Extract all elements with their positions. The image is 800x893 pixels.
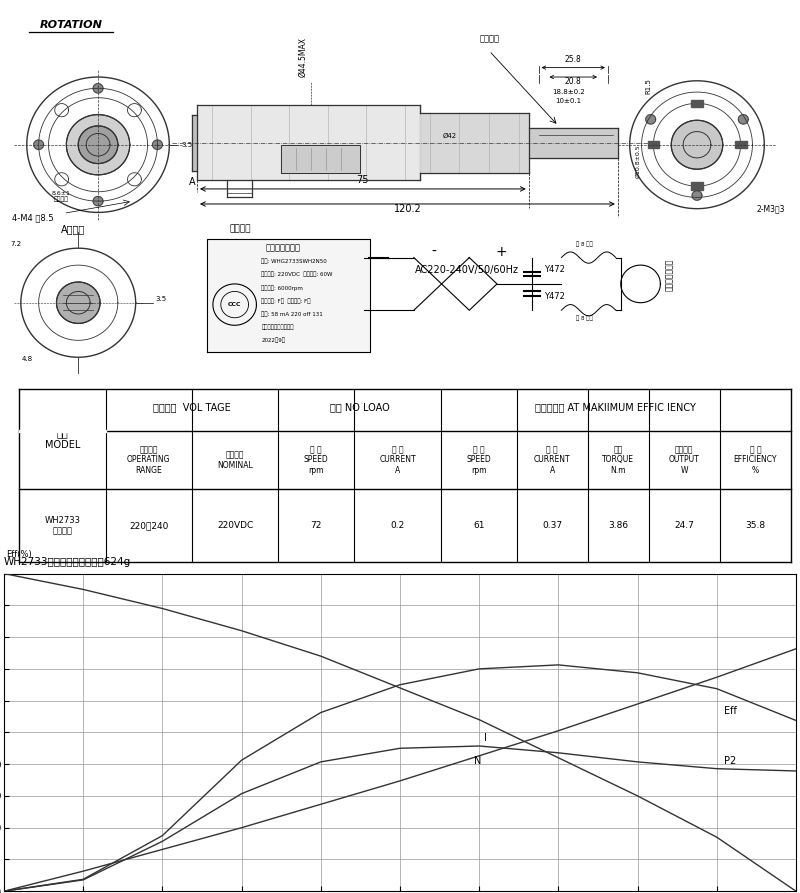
Text: 额定电压
NOMINAL: 额定电压 NOMINAL [217,450,253,470]
Polygon shape [93,84,103,93]
Text: Ø42: Ø42 [442,133,457,139]
Polygon shape [153,140,162,149]
Text: 电压范围
OPERATING
RANGE: 电压范围 OPERATING RANGE [127,445,170,475]
Text: Ø10.8±0.5: Ø10.8±0.5 [636,145,641,179]
Text: WH2733
行星减速: WH2733 行星减速 [44,516,80,536]
Polygon shape [207,238,370,352]
Text: 含油轴承: 含油轴承 [479,34,499,43]
Text: I: I [484,733,487,743]
Text: 工厂: 58 mA 220 off 131: 工厂: 58 mA 220 off 131 [262,312,323,317]
Text: 2-M3深3: 2-M3深3 [757,204,785,213]
Text: 绝缘等级: F级  绝缘性能: F级: 绝缘等级: F级 绝缘性能: F级 [262,298,311,304]
Text: 35.8: 35.8 [746,522,766,530]
Text: 天津通电机电有限公司: 天津通电机电有限公司 [262,324,294,330]
Text: 7.2: 7.2 [10,241,21,247]
Text: 效 率
EFFICIENCY
%: 效 率 EFFICIENCY % [734,445,777,475]
Polygon shape [282,145,360,173]
Text: +: + [495,245,506,259]
Text: P2: P2 [724,756,737,766]
Text: Ø44.5MAX: Ø44.5MAX [298,37,307,77]
Text: 电 流
CURRENT
A: 电 流 CURRENT A [379,445,416,475]
Text: 3.5: 3.5 [155,296,166,302]
Text: A向视图: A向视图 [61,224,86,234]
Text: 额定电压: 220VDC  额定功率: 60W: 额定电压: 220VDC 额定功率: 60W [262,271,333,278]
Text: 10±0.1: 10±0.1 [555,98,582,104]
Text: 转 速
SPEED
rpm: 转 速 SPEED rpm [466,445,491,475]
Text: 配置内容: 配置内容 [230,224,251,233]
Text: 120.2: 120.2 [394,204,422,214]
Text: 额定转速: 6000rpm: 额定转速: 6000rpm [262,285,303,290]
Text: 级 8 电阻: 级 8 电阻 [576,315,593,321]
Text: 电 流
CURRENT
A: 电 流 CURRENT A [534,445,570,475]
Polygon shape [93,196,103,206]
Text: Y472: Y472 [543,292,565,301]
Polygon shape [19,430,106,432]
Polygon shape [647,141,659,148]
Text: 4-M4 深8.5: 4-M4 深8.5 [12,213,54,222]
Polygon shape [691,100,703,107]
Text: -: - [431,245,436,259]
Text: 级 8 电阻: 级 8 电阻 [576,242,593,247]
Text: Eff(%): Eff(%) [6,550,32,559]
Text: 8.6±1
正确朝向: 8.6±1 正确朝向 [52,190,71,202]
Text: 25.8: 25.8 [565,55,582,64]
Text: 20.8: 20.8 [565,77,582,86]
Text: 空载 NO LOAO: 空载 NO LOAO [330,402,390,412]
Text: 最大效率点 AT MAKIIMUM EFFIC IENCY: 最大效率点 AT MAKIIMUM EFFIC IENCY [535,402,696,412]
Text: R1.5: R1.5 [646,79,651,95]
Text: Eff: Eff [724,706,737,716]
Text: 直流永磁电动机: 直流永磁电动机 [666,258,674,291]
Text: 输出功率
OUTPUT
W: 输出功率 OUTPUT W [669,445,700,475]
Text: 220VDC: 220VDC [217,522,253,530]
Text: 72: 72 [310,522,322,530]
Text: 0.2: 0.2 [390,522,405,530]
Text: 永磁直流电动机: 永磁直流电动机 [266,243,301,252]
Text: 2022年9月: 2022年9月 [262,338,286,343]
Text: 4.8: 4.8 [22,356,33,362]
Text: 18.8±0.2: 18.8±0.2 [552,89,585,95]
Polygon shape [197,105,420,180]
Text: 型号: WHG2733SWH2N50: 型号: WHG2733SWH2N50 [262,259,327,264]
Polygon shape [57,282,100,323]
Text: 3.86: 3.86 [608,522,628,530]
Text: AC220-240V/50/60Hz: AC220-240V/50/60Hz [415,264,519,275]
Text: 型号
MODEL: 型号 MODEL [45,428,80,450]
Text: 3.5: 3.5 [182,142,192,147]
Polygon shape [734,141,746,148]
Polygon shape [671,121,722,169]
Text: 力矩
TORQUE
N.m: 力矩 TORQUE N.m [602,445,634,475]
Polygon shape [192,114,197,171]
Text: 24.7: 24.7 [674,522,694,530]
Polygon shape [529,128,618,158]
Text: 转 速
SPEED
rpm: 转 速 SPEED rpm [304,445,329,475]
Polygon shape [78,126,118,163]
Polygon shape [692,191,702,200]
Text: 输入电压  VOL TAGE: 输入电压 VOL TAGE [153,402,230,412]
Polygon shape [66,114,130,175]
Text: 75: 75 [357,175,369,185]
Text: A: A [189,177,195,188]
Text: 220～240: 220～240 [129,522,168,530]
Text: N: N [474,756,482,766]
Polygon shape [646,114,656,124]
Polygon shape [420,113,529,173]
Text: WH2733行星减速电机净重：624g: WH2733行星减速电机净重：624g [4,557,131,567]
Text: 0.37: 0.37 [542,522,562,530]
Text: 61: 61 [473,522,485,530]
Text: Y472: Y472 [543,264,565,273]
Polygon shape [691,182,703,190]
Polygon shape [34,140,43,149]
Text: CCC: CCC [228,302,242,307]
Polygon shape [738,114,748,124]
Text: ROTATION: ROTATION [40,21,102,30]
